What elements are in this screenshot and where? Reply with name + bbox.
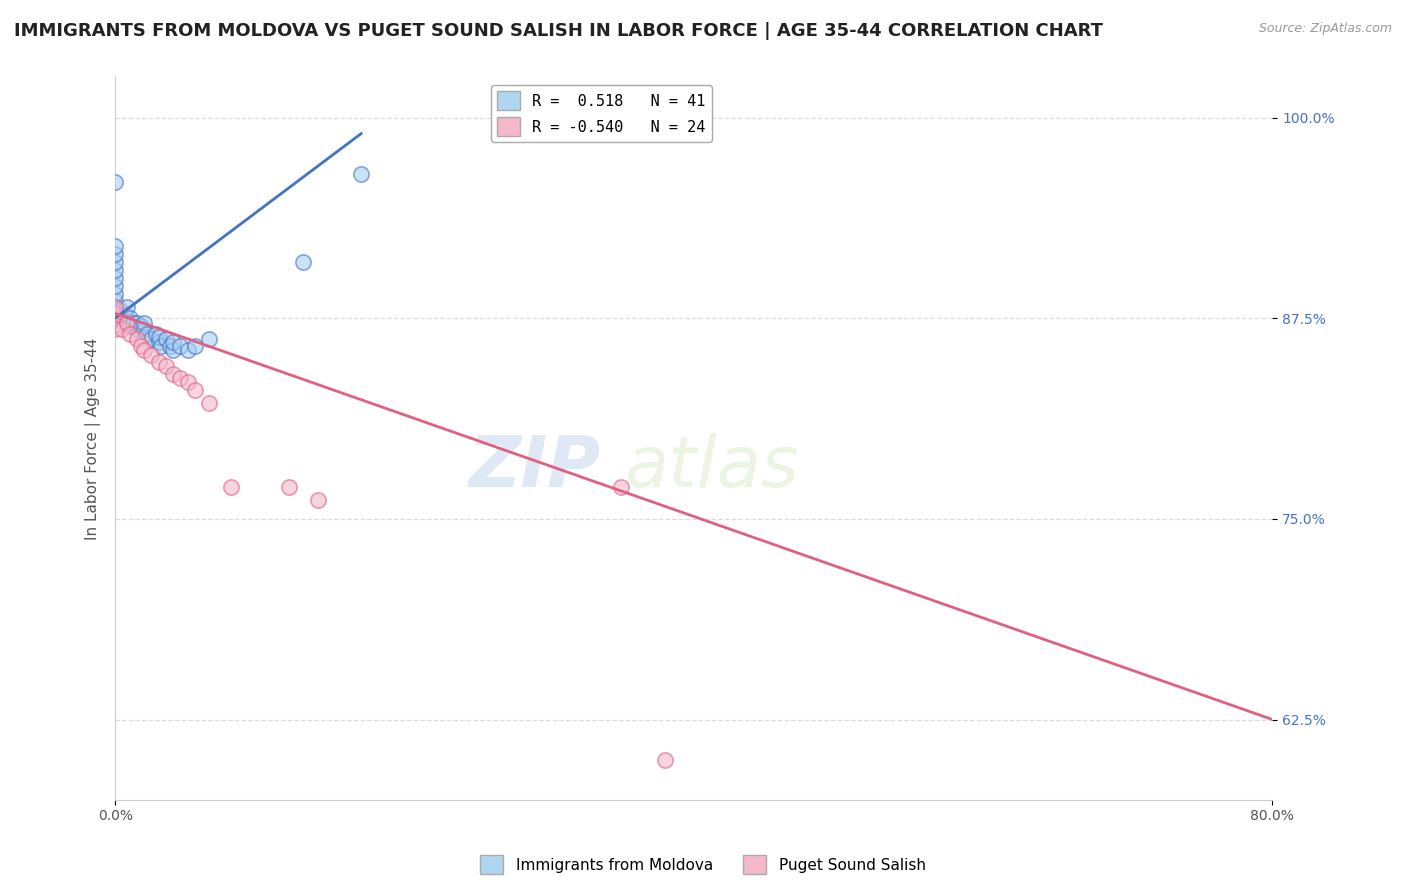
Point bbox=[307, 492, 329, 507]
Point bbox=[277, 480, 299, 494]
Point bbox=[104, 306, 127, 320]
Point bbox=[108, 303, 131, 318]
Point bbox=[219, 480, 242, 494]
Point bbox=[108, 311, 131, 326]
Point bbox=[136, 327, 159, 342]
Point bbox=[104, 293, 127, 308]
Point bbox=[115, 316, 138, 330]
Point bbox=[148, 354, 170, 368]
Point bbox=[104, 255, 127, 269]
Point bbox=[111, 322, 134, 336]
Point bbox=[118, 327, 141, 342]
Text: ZIP: ZIP bbox=[470, 433, 602, 502]
Point bbox=[104, 287, 127, 301]
Point bbox=[104, 311, 127, 326]
Point bbox=[169, 370, 191, 384]
Point bbox=[134, 343, 156, 358]
Point bbox=[654, 753, 676, 767]
Point bbox=[104, 263, 127, 277]
Point bbox=[198, 396, 221, 410]
Legend: Immigrants from Moldova, Puget Sound Salish: Immigrants from Moldova, Puget Sound Sal… bbox=[474, 849, 932, 880]
Text: atlas: atlas bbox=[624, 433, 799, 502]
Point bbox=[104, 247, 127, 261]
Point bbox=[104, 311, 127, 326]
Point bbox=[118, 311, 141, 326]
Text: IMMIGRANTS FROM MOLDOVA VS PUGET SOUND SALISH IN LABOR FORCE | AGE 35-44 CORRELA: IMMIGRANTS FROM MOLDOVA VS PUGET SOUND S… bbox=[14, 22, 1104, 40]
Point bbox=[114, 308, 136, 322]
Point bbox=[159, 338, 181, 352]
Point bbox=[115, 300, 138, 314]
Point bbox=[104, 300, 127, 314]
Point bbox=[104, 271, 127, 285]
Point bbox=[148, 330, 170, 344]
Point bbox=[134, 322, 156, 336]
Point bbox=[162, 368, 184, 382]
Point bbox=[104, 306, 127, 320]
Point bbox=[176, 376, 198, 390]
Point bbox=[125, 332, 148, 346]
Y-axis label: In Labor Force | Age 35-44: In Labor Force | Age 35-44 bbox=[86, 337, 101, 540]
Point bbox=[150, 338, 173, 352]
Point bbox=[104, 322, 127, 336]
Point bbox=[198, 332, 221, 346]
Point bbox=[169, 338, 191, 352]
Point bbox=[155, 332, 177, 346]
Point bbox=[129, 338, 152, 352]
Point bbox=[350, 167, 373, 181]
Point bbox=[610, 480, 633, 494]
Point bbox=[111, 314, 134, 328]
Point bbox=[125, 322, 148, 336]
Point bbox=[104, 318, 127, 332]
Point bbox=[145, 327, 167, 342]
Point bbox=[141, 332, 163, 346]
Legend: R =  0.518   N = 41, R = -0.540   N = 24: R = 0.518 N = 41, R = -0.540 N = 24 bbox=[491, 85, 711, 142]
Point bbox=[155, 359, 177, 374]
Point bbox=[104, 300, 127, 314]
Point bbox=[118, 319, 141, 334]
Point bbox=[134, 316, 156, 330]
Point bbox=[125, 316, 148, 330]
Point bbox=[141, 348, 163, 362]
Point bbox=[104, 279, 127, 293]
Point bbox=[162, 343, 184, 358]
Point bbox=[129, 319, 152, 334]
Point bbox=[104, 239, 127, 253]
Point bbox=[292, 255, 315, 269]
Point bbox=[148, 335, 170, 350]
Point bbox=[184, 384, 207, 398]
Point bbox=[104, 175, 127, 189]
Point bbox=[162, 335, 184, 350]
Point bbox=[121, 316, 143, 330]
Text: Source: ZipAtlas.com: Source: ZipAtlas.com bbox=[1258, 22, 1392, 36]
Point bbox=[176, 343, 198, 358]
Point bbox=[184, 338, 207, 352]
